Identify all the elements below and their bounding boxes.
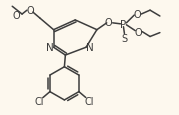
Text: O: O — [133, 10, 141, 20]
Text: S: S — [121, 34, 127, 44]
Text: O: O — [134, 27, 142, 37]
Text: O: O — [26, 6, 34, 16]
Text: O: O — [12, 11, 20, 21]
Text: N: N — [46, 43, 54, 53]
Text: N: N — [86, 43, 94, 53]
Text: P: P — [120, 20, 127, 30]
Text: Cl: Cl — [34, 97, 44, 106]
Text: O: O — [105, 18, 113, 28]
Text: Cl: Cl — [85, 97, 95, 106]
